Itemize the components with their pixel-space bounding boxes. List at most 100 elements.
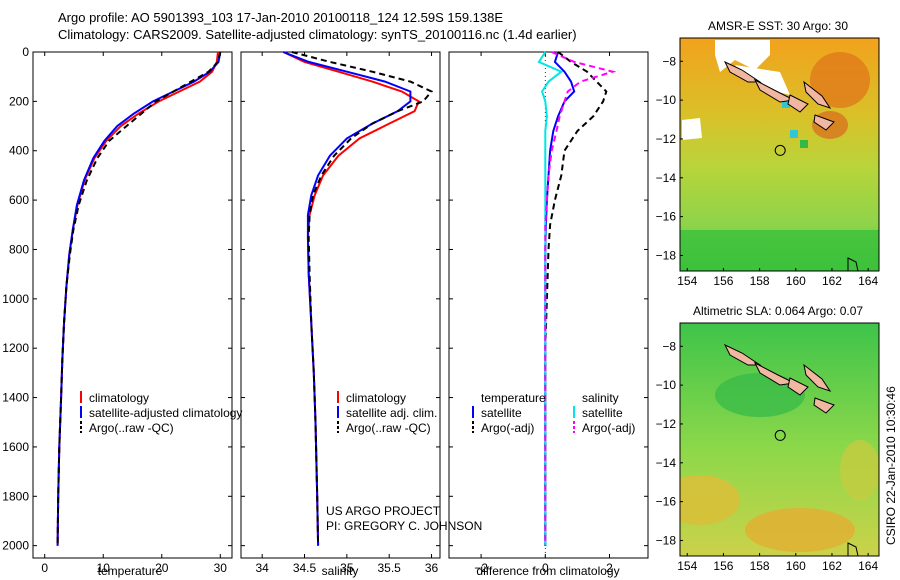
y-tick-label: 1000 bbox=[2, 292, 29, 306]
island-new-georgia bbox=[787, 94, 809, 113]
x-tick-label: 2 bbox=[606, 561, 613, 575]
sst-map-axes: 154 156 158 160 162 164 −8 −10 −12 −14 −16 −18 bbox=[656, 54, 879, 288]
figure-title-line1: Argo profile: AO 5901393_103 17-Jan-2010… bbox=[58, 10, 504, 25]
y-tick-label: 2000 bbox=[2, 539, 29, 553]
island-new-georgia bbox=[787, 377, 809, 396]
legend-label: satellite-adjusted climatology bbox=[89, 406, 242, 420]
salinity-legend: climatology satellite adj. clim. Argo(..… bbox=[337, 391, 437, 435]
x-tick-label: 20 bbox=[155, 561, 169, 575]
map-x-tick-label: 158 bbox=[750, 559, 770, 573]
temperature-legend: climatology satellite-adjusted climatolo… bbox=[80, 391, 242, 435]
coastline-vanuatu bbox=[847, 542, 859, 556]
x-tick-label: 10 bbox=[97, 561, 111, 575]
map-y-tick-label: −12 bbox=[656, 132, 677, 146]
sla-float-marker bbox=[774, 429, 786, 441]
map-y-tick-label: −18 bbox=[656, 533, 677, 547]
map-y-tick-label: −18 bbox=[656, 248, 677, 262]
sst-map-frame bbox=[679, 37, 880, 272]
difference-panel-frame bbox=[448, 51, 649, 559]
sla-high-patch bbox=[840, 440, 879, 500]
map-y-tick-label: −12 bbox=[656, 417, 677, 431]
sla-high-patch bbox=[680, 475, 740, 525]
series-line-climatology bbox=[282, 51, 421, 546]
map-x-tick-label: 154 bbox=[677, 559, 697, 573]
x-tick-label: 0 bbox=[41, 561, 48, 575]
map-x-tick-label: 158 bbox=[750, 274, 770, 288]
project-name: US ARGO PROJECT bbox=[326, 504, 441, 518]
map-x-tick-label: 162 bbox=[822, 274, 842, 288]
salinity-plot: 34 34.5 35 35.5 36 bbox=[241, 51, 440, 575]
y-tick-label: 1800 bbox=[2, 489, 29, 503]
salinity-panel-frame bbox=[240, 51, 441, 559]
sst-float-marker bbox=[774, 144, 786, 156]
x-tick-label: 30 bbox=[214, 561, 228, 575]
sst-missing-data bbox=[682, 118, 702, 140]
map-x-tick-label: 164 bbox=[858, 274, 878, 288]
legend-label: climatology bbox=[89, 391, 149, 405]
series-line-argo-raw-qc bbox=[291, 51, 434, 546]
x-tick-label: 35 bbox=[340, 561, 354, 575]
y-tick-label: 0 bbox=[22, 45, 29, 59]
sst-map-title: AMSR-E SST: 30 Argo: 30 bbox=[708, 19, 848, 33]
salinity-axis-label: salinity bbox=[322, 564, 359, 578]
island-choiseul bbox=[723, 60, 762, 83]
legend-label: satellite bbox=[582, 406, 623, 420]
legend-group-title-temperature: temperature bbox=[481, 391, 546, 405]
y-tick-label: 400 bbox=[9, 144, 29, 158]
legend-label: Argo(..raw -QC) bbox=[346, 421, 431, 435]
x-tick-label: 34.5 bbox=[293, 561, 317, 575]
island-santa-isabel bbox=[753, 361, 796, 386]
project-pi: PI: GREGORY C. JOHNSON bbox=[326, 519, 482, 533]
y-tick-label: 1600 bbox=[2, 440, 29, 454]
legend-label: satellite adj. clim. bbox=[346, 406, 437, 420]
map-y-tick-label: −8 bbox=[662, 54, 676, 68]
map-y-tick-label: −16 bbox=[656, 210, 677, 224]
map-y-tick-label: −14 bbox=[656, 171, 677, 185]
y-tick-label: 200 bbox=[9, 94, 29, 108]
sla-map-axes: 154 156 158 160 162 164 −8 −10 −12 −14 −16 −18 bbox=[656, 339, 879, 573]
y-tick-label: 1400 bbox=[2, 391, 29, 405]
island-makira bbox=[813, 397, 835, 414]
island-choiseul bbox=[723, 343, 762, 366]
map-x-tick-label: 160 bbox=[786, 559, 806, 573]
series-line-salinity-argo-adj bbox=[544, 51, 617, 546]
legend-label: Argo(..raw -QC) bbox=[89, 421, 174, 435]
series-line-temperature-satellite bbox=[544, 51, 576, 546]
map-x-tick-label: 154 bbox=[677, 274, 697, 288]
sst-map bbox=[680, 38, 879, 271]
difference-legend: temperature satellite Argo(-adj) salinit… bbox=[472, 391, 635, 435]
map-y-tick-label: −14 bbox=[656, 456, 677, 470]
map-x-tick-label: 164 bbox=[858, 559, 878, 573]
series-line-climatology bbox=[56, 51, 219, 546]
figure-title-line2: Climatology: CARS2009. Satellite-adjuste… bbox=[58, 27, 577, 42]
island-malaita bbox=[803, 363, 832, 392]
island-makira bbox=[813, 114, 835, 131]
y-tick-label: 1200 bbox=[2, 341, 29, 355]
x-tick-label: −2 bbox=[474, 561, 488, 575]
difference-plot: −2 0 2 bbox=[449, 51, 648, 575]
sla-map bbox=[680, 323, 879, 556]
legend-label: satellite bbox=[481, 406, 522, 420]
legend-group-title-salinity: salinity bbox=[582, 391, 619, 405]
csiro-timestamp: CSIRO 22-Jan-2010 10:30:46 bbox=[884, 386, 898, 545]
x-tick-label: 35.5 bbox=[378, 561, 402, 575]
island-santa-isabel bbox=[753, 78, 796, 103]
sst-cool-band bbox=[680, 230, 879, 271]
x-tick-label: 36 bbox=[425, 561, 439, 575]
y-tick-label: 800 bbox=[9, 242, 29, 256]
sst-cold-pixel bbox=[782, 100, 790, 108]
map-x-tick-label: 162 bbox=[822, 559, 842, 573]
sst-cold-pixel bbox=[790, 130, 798, 138]
legend-label: climatology bbox=[346, 391, 406, 405]
legend-label: Argo(-adj) bbox=[481, 421, 534, 435]
temperature-plot: 0 10 20 30 0 200 400 600 800 1000 1200 1400 1600 1800… bbox=[2, 45, 232, 575]
series-line-argo-raw-qc bbox=[56, 51, 222, 546]
series-line-satellite-adjusted-climatology bbox=[56, 51, 222, 546]
map-y-tick-label: −8 bbox=[662, 339, 676, 353]
island-malaita bbox=[803, 80, 832, 109]
temperature-axis-label: temperature bbox=[98, 564, 163, 578]
sst-cold-pixel bbox=[800, 140, 808, 148]
sst-missing-data bbox=[735, 65, 790, 95]
temperature-panel-frame bbox=[32, 51, 233, 559]
